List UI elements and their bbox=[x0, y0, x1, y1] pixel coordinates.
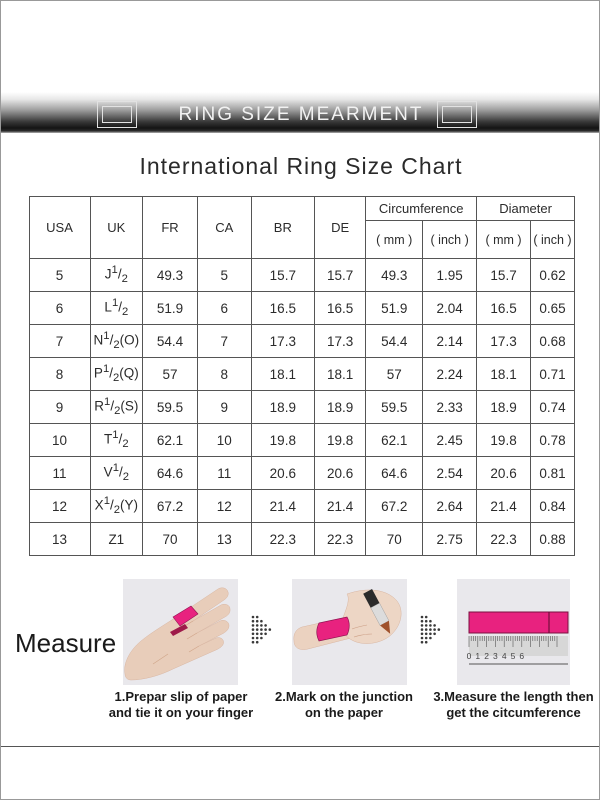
svg-text:1: 1 bbox=[475, 651, 480, 661]
svg-text:6: 6 bbox=[519, 651, 524, 661]
svg-text:5: 5 bbox=[511, 651, 516, 661]
svg-text:4: 4 bbox=[502, 651, 507, 661]
svg-text:3: 3 bbox=[493, 651, 498, 661]
svg-text:2: 2 bbox=[484, 651, 489, 661]
svg-text:0: 0 bbox=[467, 651, 472, 661]
